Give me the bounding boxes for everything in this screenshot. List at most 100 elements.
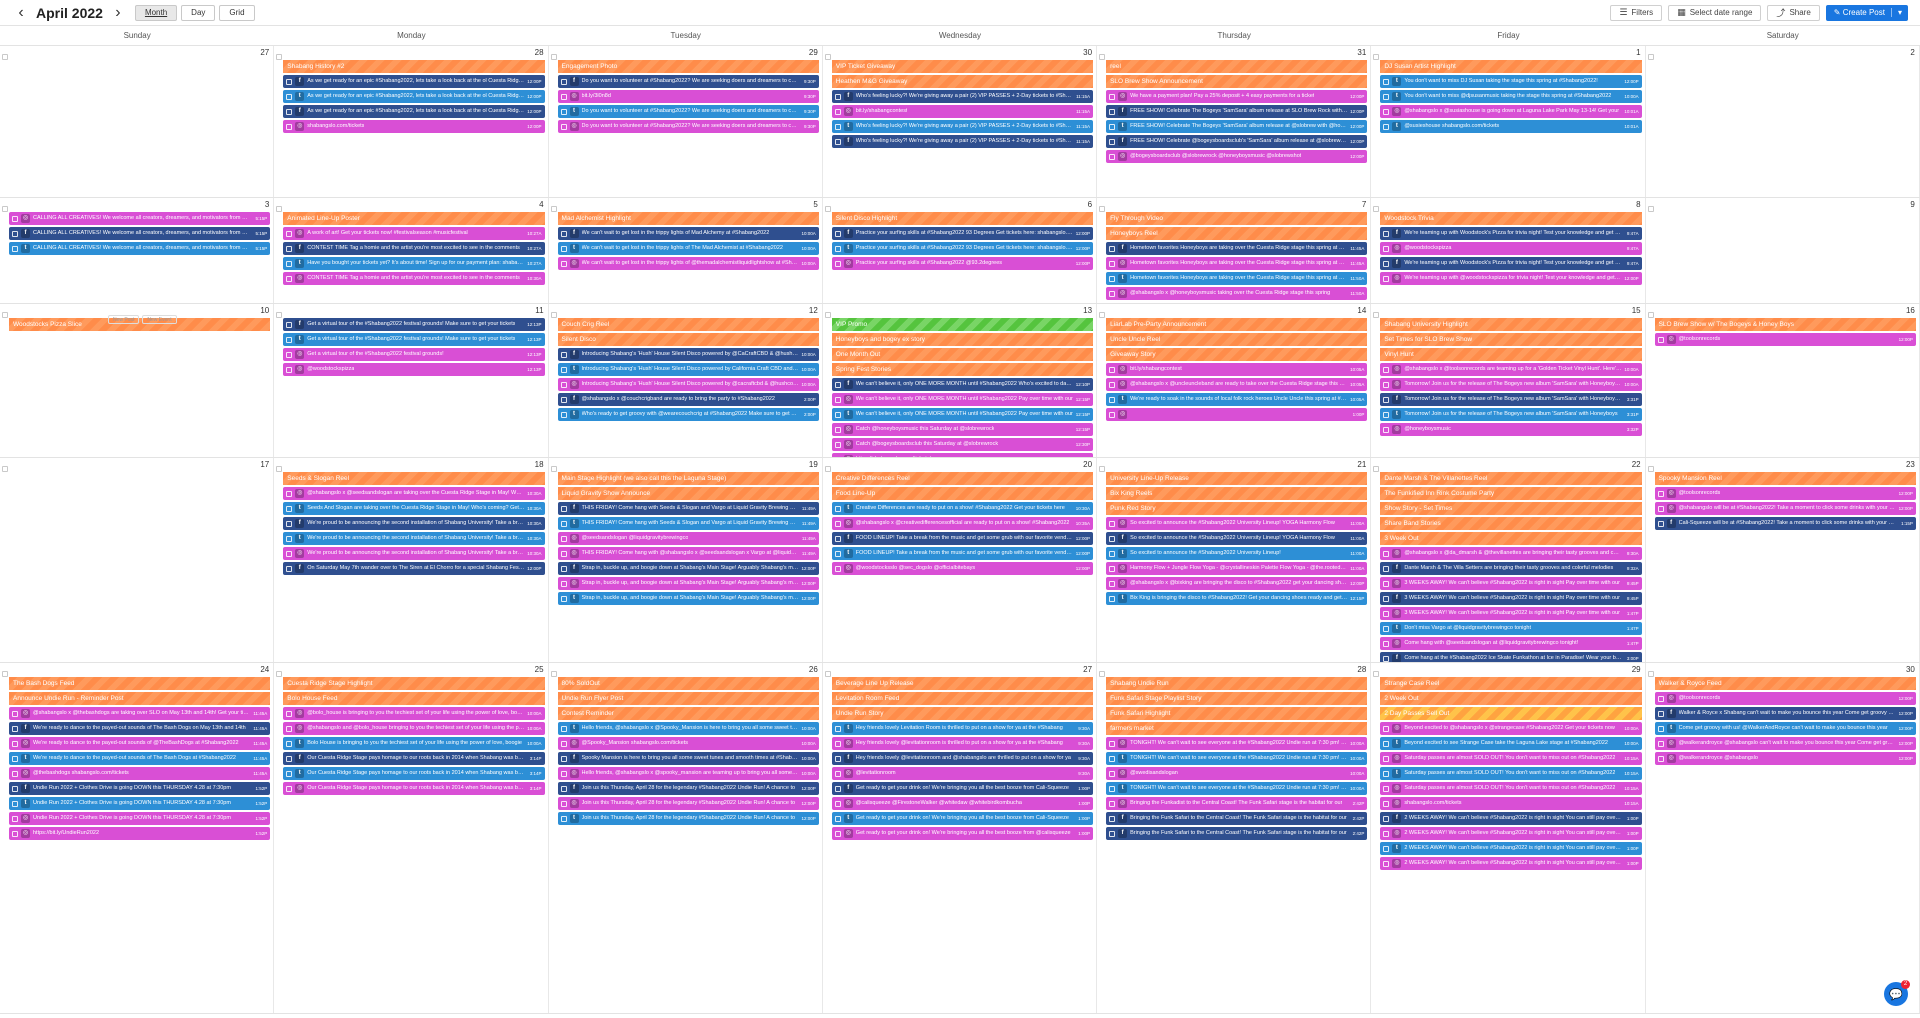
post-select-checkbox[interactable] xyxy=(1109,565,1116,572)
post-select-checkbox[interactable] xyxy=(834,785,841,792)
scheduled-post[interactable]: f Walker & Royce x Shabang can't wait to … xyxy=(1654,707,1916,720)
post-select-checkbox[interactable] xyxy=(1109,290,1116,297)
scheduled-post[interactable]: f As we get ready for an epic #Shabang202… xyxy=(283,75,545,88)
post-select-checkbox[interactable] xyxy=(286,740,293,747)
post-select-checkbox[interactable] xyxy=(1383,740,1390,747)
day-select-checkbox[interactable] xyxy=(1647,54,1654,60)
scheduled-post[interactable]: ◎ We can't believe it, only ONE MORE MONT… xyxy=(831,393,1094,406)
post-select-checkbox[interactable] xyxy=(560,93,567,100)
post-select-checkbox[interactable] xyxy=(560,580,567,587)
scheduled-post[interactable]: f Spooky Mansion is here to bring you all… xyxy=(557,752,819,765)
event-label[interactable]: Heathen M&G Giveaway xyxy=(831,75,1094,88)
event-label[interactable]: Shabang Undie Run xyxy=(1106,677,1368,690)
post-select-checkbox[interactable] xyxy=(560,396,567,403)
scheduled-post[interactable]: f Hometown favorites Honeyboys are taking… xyxy=(1106,242,1368,255)
scheduled-post[interactable]: f Bringing the Funk Safari to the Central… xyxy=(1106,827,1368,840)
scheduled-post[interactable]: ◎ @woodstocksslo @sec_dogslo @officialbit… xyxy=(831,562,1094,575)
post-select-checkbox[interactable] xyxy=(1383,565,1390,572)
scheduled-post[interactable]: ◎ @shabangslo x @thebashdogs are taking o… xyxy=(9,707,271,720)
scheduled-post[interactable]: ◎ Practice your surfing skills at #Shaban… xyxy=(831,257,1094,270)
post-select-checkbox[interactable] xyxy=(834,550,841,557)
post-select-checkbox[interactable] xyxy=(1109,245,1116,252)
day-select-checkbox[interactable] xyxy=(824,206,831,212)
post-select-checkbox[interactable] xyxy=(12,215,18,222)
scheduled-post[interactable]: ◎ Saturday passes are almost SOLD OUT! Yo… xyxy=(1380,782,1642,795)
day-select-checkbox[interactable] xyxy=(1647,206,1654,212)
event-label[interactable]: Vinyl Hunt xyxy=(1380,348,1642,361)
post-select-checkbox[interactable] xyxy=(1657,490,1664,497)
scheduled-post[interactable]: t Saturday passes are almost SOLD OUT! Yo… xyxy=(1380,767,1642,780)
scheduled-post[interactable]: ◎ @shabangslo x @creativedifferencesoffic… xyxy=(831,517,1094,530)
calendar-day-cell[interactable]: 10 New Post New Event Woodstocks Pizza Slic… xyxy=(0,304,275,457)
scheduled-post[interactable]: t FOOD LINEUP! Take a break from the musi… xyxy=(831,547,1094,560)
day-select-checkbox[interactable] xyxy=(1099,466,1106,472)
scheduled-post[interactable]: ◎ A work of art! Get your tickets now! #f… xyxy=(283,227,545,240)
post-select-checkbox[interactable] xyxy=(1383,815,1390,822)
event-label[interactable]: 3 Week Out xyxy=(1380,532,1642,545)
post-select-checkbox[interactable] xyxy=(1109,260,1116,267)
event-label[interactable]: Honeyboys and bogey ex story xyxy=(831,333,1094,346)
post-select-checkbox[interactable] xyxy=(1657,336,1664,343)
post-select-checkbox[interactable] xyxy=(560,381,567,388)
calendar-day-cell[interactable]: 2 xyxy=(1646,46,1920,197)
post-select-checkbox[interactable] xyxy=(286,725,293,732)
day-select-checkbox[interactable] xyxy=(550,206,557,212)
scheduled-post[interactable]: t Creative Differences are ready to put o… xyxy=(831,502,1094,515)
scheduled-post[interactable]: f So excited to announce the #Shabang2022… xyxy=(1106,532,1368,545)
scheduled-post[interactable]: t Tomorrow! Join us for the release of Th… xyxy=(1380,408,1642,421)
calendar-day-cell[interactable]: 23 Spooky Mansion Reel ◎ @toolsonrecords 12:… xyxy=(1646,458,1920,662)
event-label[interactable]: reel xyxy=(1106,60,1368,73)
scheduled-post[interactable]: f Bringing the Funk Safari to the Central… xyxy=(1106,812,1368,825)
event-label[interactable]: Undie Run Flyer Post xyxy=(557,692,819,705)
post-select-checkbox[interactable] xyxy=(1383,550,1390,557)
scheduled-post[interactable]: t You don't want to miss DJ Susan taking … xyxy=(1380,75,1642,88)
post-select-checkbox[interactable] xyxy=(1109,153,1116,160)
day-select-checkbox[interactable] xyxy=(1647,671,1654,677)
post-select-checkbox[interactable] xyxy=(1109,108,1116,115)
event-label[interactable]: Funk Safari Highlight xyxy=(1106,707,1368,720)
day-select-checkbox[interactable] xyxy=(1373,54,1380,60)
post-select-checkbox[interactable] xyxy=(286,490,293,497)
day-select-checkbox[interactable] xyxy=(2,466,8,472)
post-select-checkbox[interactable] xyxy=(1109,550,1116,557)
post-select-checkbox[interactable] xyxy=(12,830,18,837)
calendar-day-cell[interactable]: 24 The Bash Dogs Feed Announce Undie Run -… xyxy=(0,663,275,1013)
day-select-checkbox[interactable] xyxy=(2,671,8,677)
scheduled-post[interactable]: ◎ CALLING ALL CREATIVES! We welcome all c… xyxy=(9,212,271,225)
scheduled-post[interactable]: t Do you want to volunteer at #Shabang202… xyxy=(557,105,819,118)
post-select-checkbox[interactable] xyxy=(1383,655,1390,662)
scheduled-post[interactable]: ◎ @thebashdogs shabangslo.com/tickets 11:4… xyxy=(9,767,271,780)
scheduled-post[interactable]: ◎https://shabangslo.com/tickets/12:30P xyxy=(831,453,1094,457)
view-grid-button[interactable]: Grid xyxy=(219,4,255,21)
scheduled-post[interactable]: f CONTEST TIME Tag a homie and the artist… xyxy=(283,242,545,255)
scheduled-post[interactable]: ◎ @toolsonrecords 12:00P xyxy=(1654,487,1916,500)
scheduled-post[interactable]: f Undie Run 2022 + Clothes Drive is going… xyxy=(9,782,271,795)
calendar-day-cell[interactable]: 31 reel SLO Brew Show Announcement ◎ We have… xyxy=(1097,46,1372,197)
post-select-checkbox[interactable] xyxy=(286,785,293,792)
post-select-checkbox[interactable] xyxy=(560,520,567,527)
scheduled-post[interactable]: ◎ We have a payment plan! Pay a 25% depos… xyxy=(1106,90,1368,103)
post-select-checkbox[interactable] xyxy=(1383,396,1390,403)
post-select-checkbox[interactable] xyxy=(1657,505,1664,512)
scheduled-post[interactable]: ◎ @toolsonrecords 12:00P xyxy=(1654,333,1916,346)
post-select-checkbox[interactable] xyxy=(560,595,567,602)
post-select-checkbox[interactable] xyxy=(1657,755,1664,762)
day-select-checkbox[interactable] xyxy=(824,466,831,472)
calendar-day-cell[interactable]: 20 Creative Differences Reel Food Line-Up t… xyxy=(823,458,1098,662)
post-select-checkbox[interactable] xyxy=(286,520,293,527)
scheduled-post[interactable]: t Hometown favorites Honeyboys are taking… xyxy=(1106,272,1368,285)
scheduled-post[interactable]: ◎ Saturday passes are almost SOLD OUT! Yo… xyxy=(1380,752,1642,765)
date-range-button[interactable]: ▦ Select date range xyxy=(1668,4,1762,21)
post-select-checkbox[interactable] xyxy=(1383,595,1390,602)
post-select-checkbox[interactable] xyxy=(1383,755,1390,762)
post-select-checkbox[interactable] xyxy=(834,123,841,130)
event-label[interactable]: Set Times for SLO Brew Show xyxy=(1380,333,1642,346)
day-select-checkbox[interactable] xyxy=(550,671,557,677)
scheduled-post[interactable]: ◎ @shabangslo x @honeyboysmusic taking ov… xyxy=(1106,287,1368,300)
event-label[interactable]: Walker & Royce Feed xyxy=(1654,677,1916,690)
post-select-checkbox[interactable] xyxy=(1383,640,1390,647)
scheduled-post[interactable]: ◎ @swedisandslogan 10:00A xyxy=(1106,767,1368,780)
scheduled-post[interactable]: f Cali-Squeeze will be at #Shabang2022! T… xyxy=(1654,517,1916,530)
event-label[interactable]: Honeyboys Reel xyxy=(1106,227,1368,240)
post-select-checkbox[interactable] xyxy=(286,260,293,267)
